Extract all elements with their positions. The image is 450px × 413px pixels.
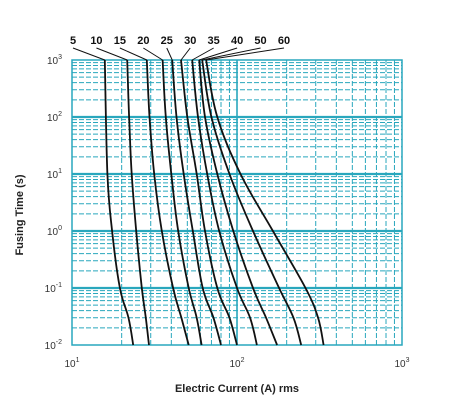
y-tick-label: 10-2 <box>45 339 62 352</box>
fuse-curves <box>103 59 325 346</box>
tick-base: 10 <box>45 341 57 352</box>
tick-base: 10 <box>47 170 59 181</box>
fuse-curve-20 <box>161 59 203 346</box>
tick-exponent: 1 <box>76 357 80 364</box>
tick-base: 10 <box>229 359 241 370</box>
series-label-15: 15 <box>114 35 126 47</box>
x-tick-label: 101 <box>64 357 79 370</box>
fuse-curve-60 <box>205 59 325 346</box>
tick-exponent: -2 <box>56 339 62 346</box>
leader-line-15 <box>119 47 148 61</box>
x-tick-label: 103 <box>394 357 409 370</box>
leader-line-35 <box>191 47 214 61</box>
tick-base: 10 <box>64 359 76 370</box>
tick-exponent: -1 <box>56 282 62 289</box>
fuse-curve-5 <box>103 59 135 346</box>
fuse-curve-25 <box>171 59 222 346</box>
tick-exponent: 3 <box>58 54 62 61</box>
y-tick-label: 100 <box>47 225 62 238</box>
tick-exponent: 1 <box>58 168 62 175</box>
fuse-curve-40 <box>198 59 278 346</box>
x-axis-title: Electric Current (A) rms <box>175 383 299 395</box>
series-label-25: 25 <box>161 35 173 47</box>
series-label-20: 20 <box>137 35 149 47</box>
tick-base: 10 <box>47 56 59 67</box>
leader-line-10 <box>96 47 128 61</box>
leader-line-25 <box>166 47 173 61</box>
leader-line-50 <box>202 47 261 61</box>
y-tick-label: 102 <box>47 111 62 124</box>
fuse-curve-30 <box>180 59 238 346</box>
y-tick-label: 10-1 <box>45 282 62 295</box>
tick-exponent: 3 <box>406 357 410 364</box>
chart-grid <box>71 59 403 346</box>
leader-line-20 <box>143 47 163 61</box>
y-axis-title: Fusing Time (s) <box>14 174 26 255</box>
fuse-curve-50 <box>201 59 303 346</box>
series-label-30: 30 <box>184 35 196 47</box>
leader-line-40 <box>199 47 238 61</box>
tick-exponent: 2 <box>58 111 62 118</box>
tick-exponent: 0 <box>58 225 62 232</box>
fuse-curve-35 <box>191 59 258 346</box>
tick-base: 10 <box>394 359 406 370</box>
leader-line-30 <box>180 47 191 61</box>
series-label-5: 5 <box>70 35 76 47</box>
series-label-35: 35 <box>208 35 220 47</box>
y-tick-label: 101 <box>47 168 62 181</box>
series-label-10: 10 <box>90 35 102 47</box>
fuse-curve-10 <box>126 59 150 346</box>
series-label-60: 60 <box>278 35 290 47</box>
tick-base: 10 <box>47 113 59 124</box>
series-label-40: 40 <box>231 35 243 47</box>
tick-base: 10 <box>47 227 59 238</box>
leader-line-5 <box>72 47 105 61</box>
fuse-curve-15 <box>145 59 190 346</box>
y-tick-label: 103 <box>47 54 62 67</box>
leader-line-60 <box>206 47 285 61</box>
series-label-50: 50 <box>254 35 266 47</box>
x-axis-ticks: 101 102 103 <box>64 357 409 370</box>
tick-base: 10 <box>45 284 57 295</box>
tick-exponent: 2 <box>241 357 245 364</box>
x-tick-label: 102 <box>229 357 244 370</box>
series-labels: 5 10 15 20 25 30 35 40 50 60 <box>70 35 290 61</box>
